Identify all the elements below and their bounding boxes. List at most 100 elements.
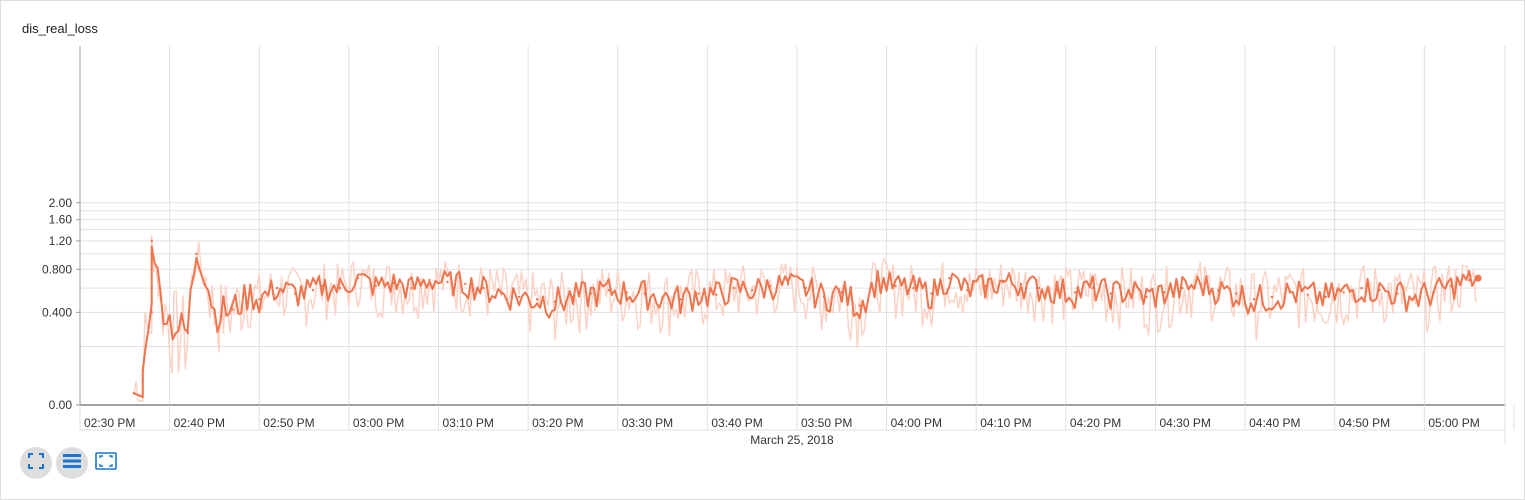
x-tick-label: 02:40 PM <box>174 416 225 430</box>
data-point <box>150 239 153 243</box>
data-point <box>320 284 324 288</box>
x-tick-label: 04:00 PM <box>891 416 942 430</box>
data-point <box>1109 292 1112 295</box>
fit-domain-button[interactable] <box>20 447 52 479</box>
data-point <box>1306 293 1310 296</box>
data-point <box>311 289 315 292</box>
x-axis-title: March 25, 2018 <box>750 433 834 447</box>
data-point <box>571 295 575 299</box>
last-point-marker <box>1474 274 1482 282</box>
x-tick-label: 04:30 PM <box>1159 416 1210 430</box>
data-point <box>858 304 861 307</box>
y-tick-label: 0.800 <box>42 262 72 276</box>
data-point <box>1432 291 1435 294</box>
data-point <box>894 284 897 288</box>
data-point <box>912 286 915 290</box>
data-point <box>132 392 135 395</box>
data-point <box>1252 298 1256 301</box>
data-point <box>1019 282 1023 286</box>
log-scale-button[interactable] <box>56 447 88 479</box>
data-point <box>1467 278 1471 282</box>
data-point <box>186 331 189 335</box>
zoom-reset-button[interactable] <box>92 447 120 479</box>
data-point <box>715 293 718 296</box>
x-tick-label: 05:00 PM <box>1428 416 1479 430</box>
data-point <box>1360 286 1363 290</box>
data-point <box>141 369 144 373</box>
y-tick-label: 1.20 <box>49 234 73 248</box>
y-tick-label: 1.60 <box>49 213 73 227</box>
data-point <box>643 292 646 295</box>
data-point <box>1288 291 1292 294</box>
data-point <box>1037 286 1041 290</box>
data-point <box>697 292 700 295</box>
data-point <box>410 286 413 290</box>
data-point <box>464 282 467 286</box>
y-tick-label: 2.00 <box>49 196 73 210</box>
data-point <box>249 292 252 295</box>
data-point <box>1199 282 1202 286</box>
x-tick-label: 02:30 PM <box>84 416 135 430</box>
data-point <box>1450 284 1453 288</box>
y-tick-label: 0.00 <box>49 398 73 412</box>
log-scale-icon <box>62 452 82 475</box>
data-point <box>428 278 431 282</box>
data-point <box>1127 289 1130 292</box>
data-point <box>1163 291 1166 294</box>
data-point <box>804 286 808 290</box>
data-point <box>392 281 395 285</box>
data-point <box>1217 289 1220 292</box>
data-point <box>141 395 144 399</box>
data-point <box>356 276 360 280</box>
data-point <box>661 295 664 299</box>
chart-title: dis_real_loss <box>22 21 98 36</box>
data-point <box>1270 295 1274 299</box>
data-point <box>500 292 503 295</box>
data-point <box>768 284 772 288</box>
series-line <box>133 245 1479 398</box>
data-point <box>1181 286 1184 290</box>
data-point <box>213 311 216 314</box>
fit-domain-icon <box>27 452 45 475</box>
data-point <box>517 295 521 299</box>
data-point <box>983 284 987 288</box>
data-point <box>679 298 682 301</box>
x-tick-label: 04:40 PM <box>1249 416 1300 430</box>
data-point <box>750 289 754 292</box>
data-point <box>733 286 736 290</box>
data-point <box>948 276 951 280</box>
zoom-reset-icon <box>95 451 117 475</box>
data-point <box>1055 289 1059 292</box>
data-point <box>589 292 593 295</box>
data-point <box>1001 280 1005 284</box>
data-point <box>966 289 969 292</box>
data-point <box>1073 291 1077 294</box>
data-point <box>1378 289 1381 292</box>
x-tick-label: 04:20 PM <box>1070 416 1121 430</box>
x-tick-label: 03:50 PM <box>801 416 852 430</box>
data-point <box>1091 286 1094 290</box>
data-point <box>338 286 342 290</box>
data-point <box>876 278 879 282</box>
data-point <box>1145 295 1148 299</box>
x-tick-label: 02:50 PM <box>263 416 314 430</box>
data-point <box>293 292 297 295</box>
chart-toolbar <box>20 447 120 479</box>
data-point <box>275 286 279 290</box>
data-point <box>1234 292 1238 295</box>
data-point <box>195 252 198 256</box>
data-point <box>625 291 628 294</box>
x-tick-label: 03:30 PM <box>622 416 673 430</box>
data-point <box>535 298 539 301</box>
data-point <box>1396 292 1399 295</box>
data-point <box>150 311 153 314</box>
data-point <box>446 280 449 284</box>
data-point <box>159 298 162 301</box>
x-tick-label: 03:20 PM <box>532 416 583 430</box>
data-point <box>168 318 171 321</box>
x-tick-label: 03:40 PM <box>711 416 762 430</box>
data-point <box>1414 295 1417 299</box>
data-point <box>177 326 180 329</box>
